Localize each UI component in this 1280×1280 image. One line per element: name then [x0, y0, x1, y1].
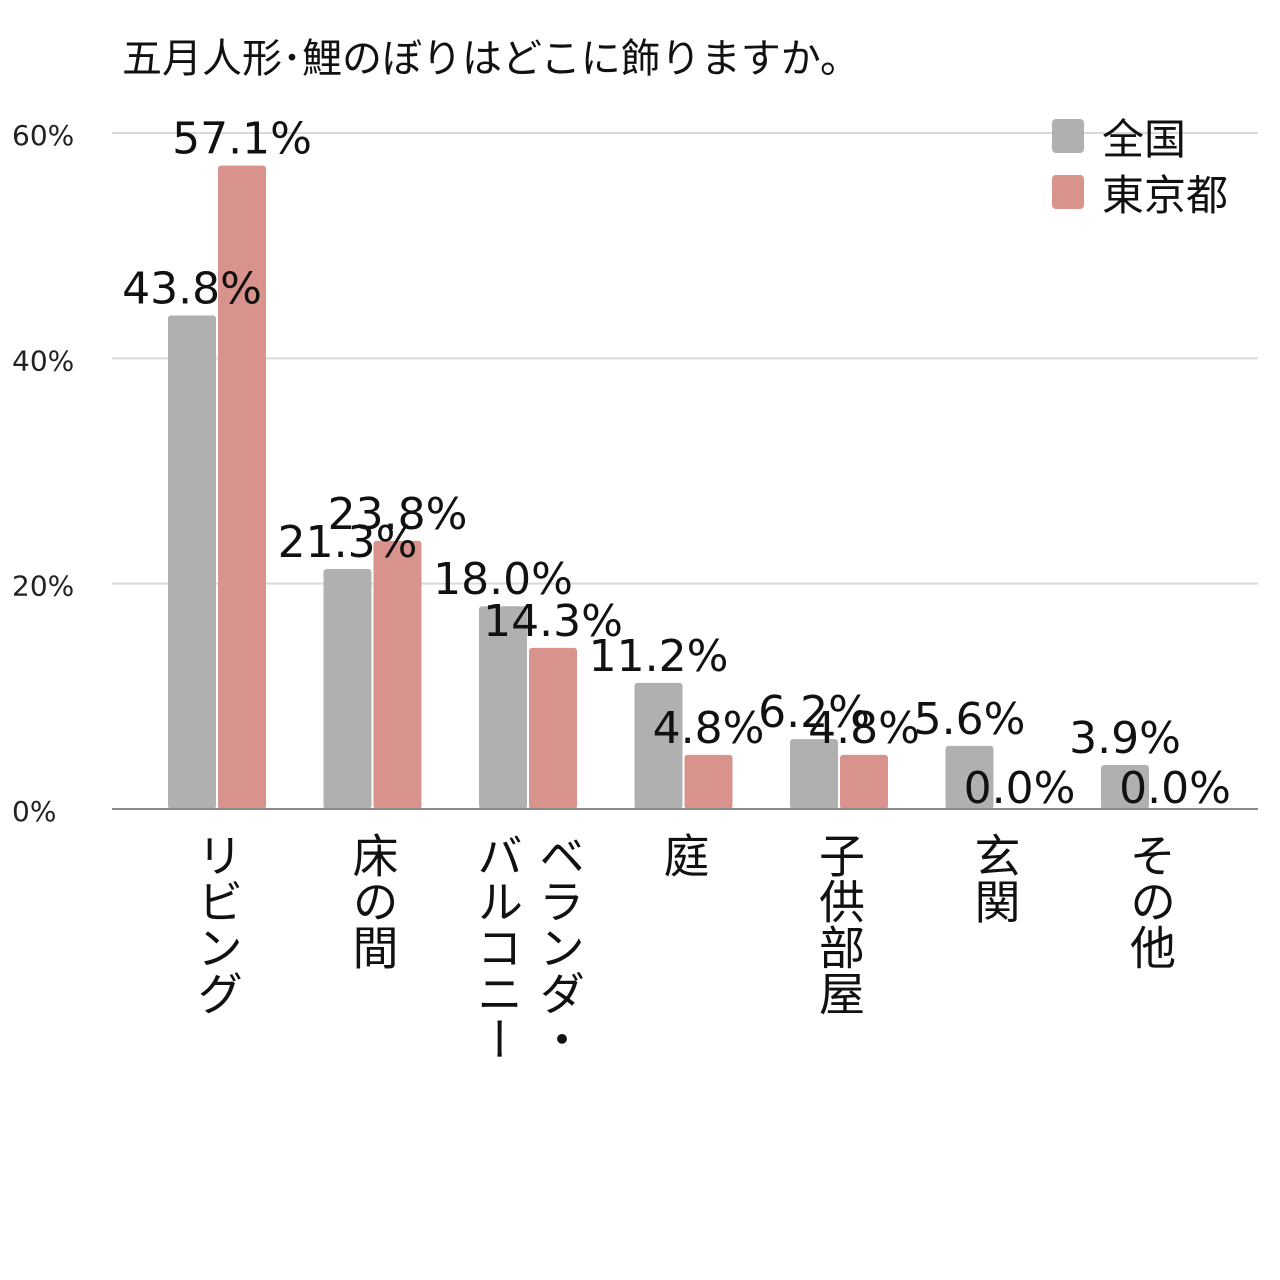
legend: 全国 東京都: [1052, 108, 1228, 220]
x-tick-label: リビング: [190, 832, 244, 1016]
x-tick-label: その他: [1123, 832, 1177, 970]
data-label-tokyo: 57.1%: [172, 114, 312, 165]
bar-national: [323, 569, 372, 809]
data-label-tokyo: 4.8%: [808, 703, 920, 754]
bar-tokyo: [529, 647, 577, 809]
chart-title: 五月人形･鯉のぼりはどこに飾りますか。: [122, 36, 860, 82]
legend-swatch-national: [1052, 119, 1084, 153]
data-label-national: 21.3%: [278, 517, 418, 568]
data-label-national: 3.9%: [1069, 713, 1181, 764]
x-tick-label: 床の間: [346, 832, 400, 970]
legend-label-tokyo: 東京都: [1102, 170, 1229, 220]
bar-national: [1101, 765, 1149, 809]
x-tick-label: 子供部屋: [812, 832, 866, 1016]
data-label-national: 6.2%: [758, 687, 870, 738]
bar-national: [479, 606, 527, 809]
x-tick-label: 玄関: [968, 832, 1022, 924]
bar-tokyo: [373, 540, 422, 809]
data-label-tokyo: 14.3%: [483, 596, 623, 647]
legend-label-national: 全国: [1102, 114, 1187, 164]
legend-item-tokyo: 東京都: [1052, 164, 1228, 220]
legend-swatch-tokyo: [1052, 175, 1084, 209]
x-tick-label: バルコニー: [470, 832, 524, 1062]
bar-national: [634, 682, 683, 809]
bar-national: [790, 739, 838, 809]
data-label-tokyo: 0.0%: [1119, 763, 1231, 814]
bar-national: [945, 745, 994, 809]
legend-item-national: 全国: [1052, 108, 1228, 164]
bar-tokyo: [840, 754, 888, 809]
data-label-tokyo: 4.8%: [653, 703, 765, 754]
x-tick-label: ベランダ・: [532, 832, 586, 1062]
y-tick-label: 60%: [12, 119, 74, 152]
bar-tokyo: [218, 165, 266, 809]
data-label-national: 11.2%: [589, 631, 729, 682]
data-label-national: 43.8%: [122, 264, 262, 315]
data-label-tokyo: 0.0%: [964, 763, 1076, 814]
y-tick-label: 20%: [12, 570, 74, 603]
data-label-national: 5.6%: [914, 694, 1026, 745]
data-label-tokyo: 23.8%: [328, 489, 468, 540]
bar-tokyo: [684, 754, 733, 809]
y-tick-label: 0%: [12, 795, 56, 828]
x-tick-label: 庭: [657, 832, 711, 878]
y-tick-label: 40%: [12, 344, 74, 377]
bar-national: [168, 315, 216, 809]
data-label-national: 18.0%: [433, 554, 573, 605]
